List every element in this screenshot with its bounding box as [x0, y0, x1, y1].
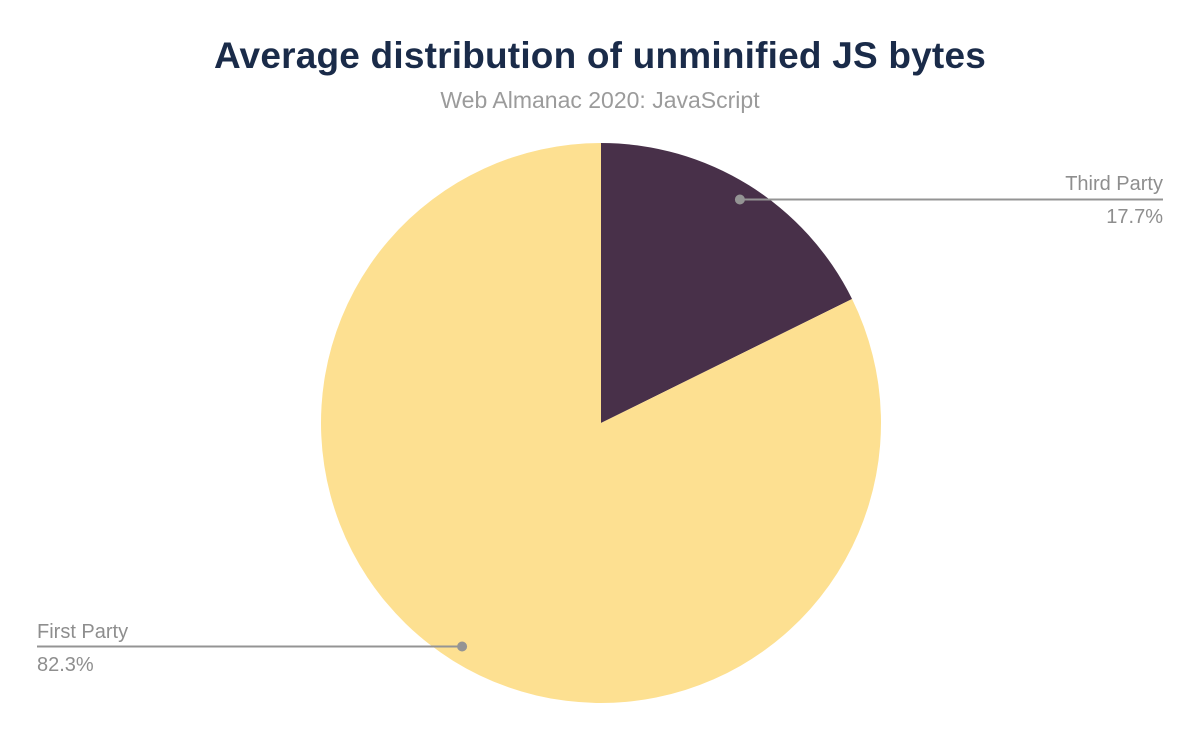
leader-dot	[734, 194, 745, 205]
pie-slice-first-party	[320, 143, 881, 704]
pie-slice-third-party	[601, 143, 853, 423]
slice-label-third-party: Third Party	[1065, 173, 1163, 196]
chart-title: Average distribution of unminified JS by…	[214, 35, 986, 76]
slice-value-third-party: 17.7%	[1106, 206, 1163, 229]
leader-dot	[457, 641, 468, 652]
chart-subtitle: Web Almanac 2020: JavaScript	[440, 87, 760, 113]
callout-third-party: Third Party 17.7%	[1065, 174, 1163, 227]
slice-label-first-party: First Party	[37, 620, 129, 643]
slice-value-first-party: 82.3%	[37, 653, 94, 676]
callout-first-party: First Party 82.3%	[37, 622, 128, 675]
